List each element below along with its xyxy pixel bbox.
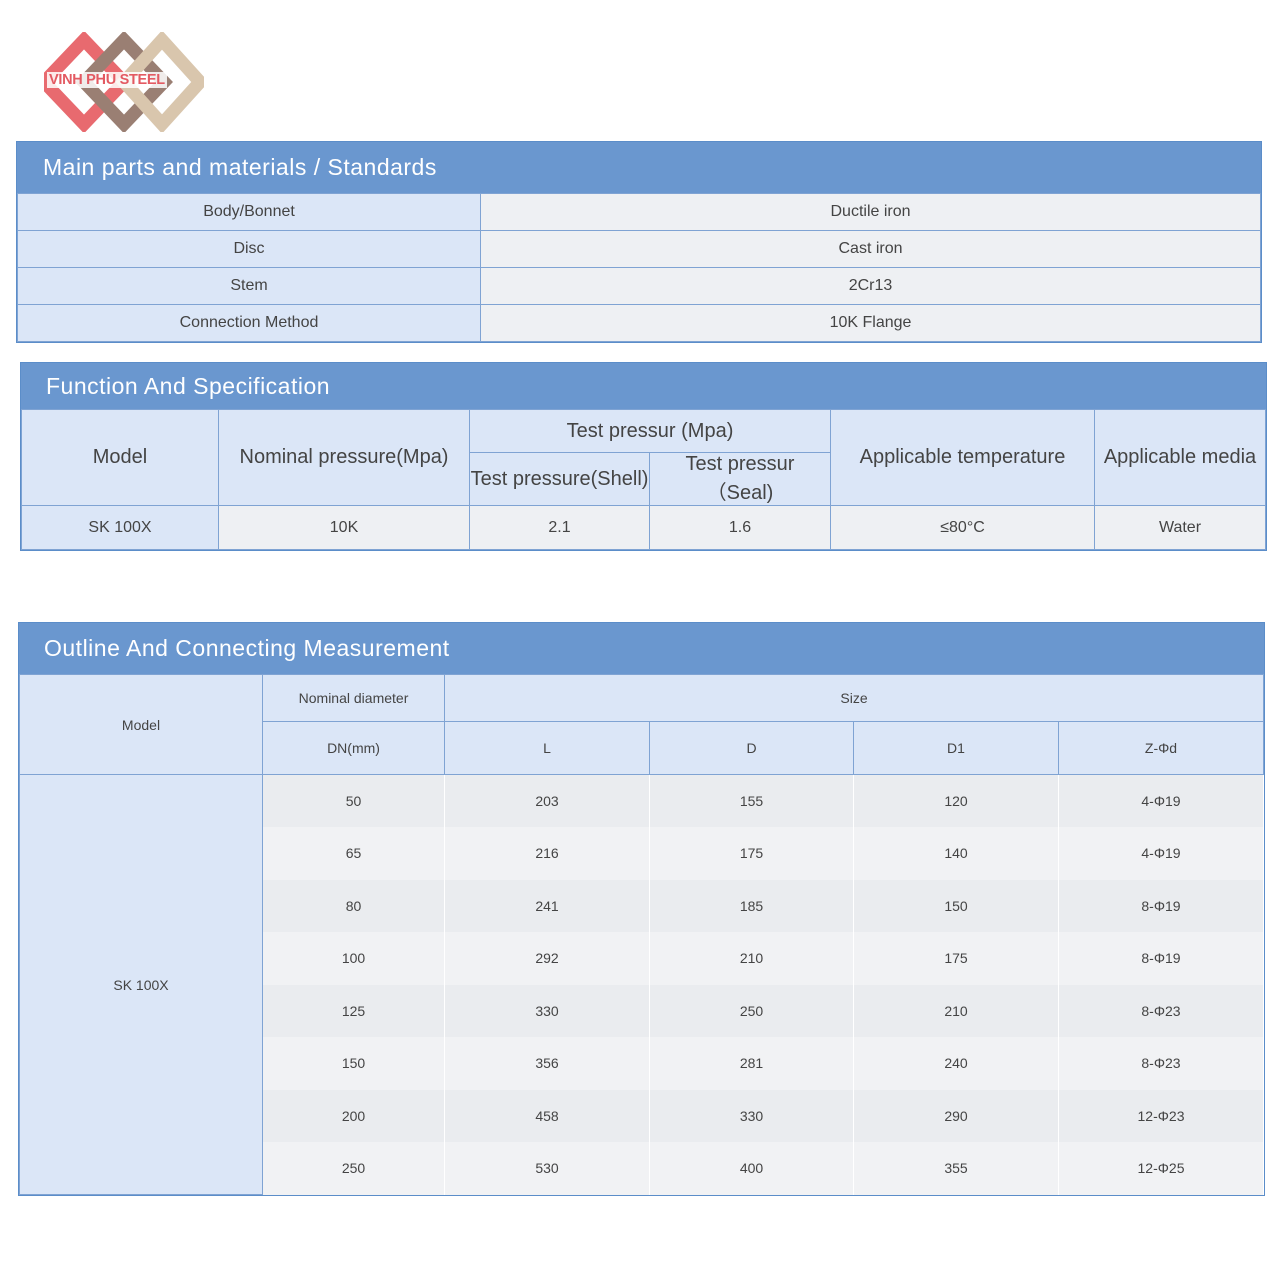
material-label: Connection Method: [17, 304, 481, 342]
cell-dn: 150: [262, 1037, 445, 1090]
cell-z: 4-Φ19: [1058, 827, 1264, 880]
table-row: 200 458 330 290 12-Φ23: [20, 1089, 1264, 1142]
table-row: 100 292 210 175 8-Φ19: [20, 932, 1264, 985]
cell-l: 330: [444, 984, 650, 1037]
cell-d: 175: [649, 827, 854, 880]
cell-dn: 125: [262, 984, 445, 1037]
header-size: Size: [444, 674, 1264, 722]
header-d: D: [649, 721, 854, 775]
cell-d1: 210: [853, 984, 1059, 1037]
cell-seal: 1.6: [649, 505, 831, 550]
table-row: Stem 2Cr13: [17, 267, 1261, 305]
cell-temperature: ≤80°C: [830, 505, 1095, 550]
function-table: Function And Specification Model Nominal…: [20, 362, 1267, 551]
cell-d: 185: [649, 879, 854, 932]
table-row: 65 216 175 140 4-Φ19: [20, 827, 1264, 880]
cell-l: 292: [444, 932, 650, 985]
header-model: Model: [21, 409, 219, 506]
material-label: Stem: [17, 267, 481, 305]
header-dn: DN(mm): [262, 721, 445, 775]
cell-l: 530: [444, 1142, 650, 1195]
cell-dn: 50: [262, 774, 445, 827]
material-label: Body/Bonnet: [17, 193, 481, 231]
header-l: L: [444, 721, 650, 775]
cell-d1: 355: [853, 1142, 1059, 1195]
table-row: Body/Bonnet Ductile iron: [17, 193, 1261, 231]
cell-d: 330: [649, 1089, 854, 1142]
cell-z: 4-Φ19: [1058, 774, 1264, 827]
cell-model: SK 100X: [19, 774, 263, 1195]
cell-d1: 150: [853, 879, 1059, 932]
cell-dn: 250: [262, 1142, 445, 1195]
header-media: Applicable media: [1094, 409, 1266, 506]
materials-title: Main parts and materials / Standards: [17, 142, 1261, 193]
cell-dn: 200: [262, 1089, 445, 1142]
cell-shell: 2.1: [469, 505, 650, 550]
cell-z: 8-Φ19: [1058, 879, 1264, 932]
cell-d: 250: [649, 984, 854, 1037]
logo: VINH PHU STEEL: [35, 30, 209, 134]
header-temperature: Applicable temperature: [830, 409, 1095, 506]
cell-d: 210: [649, 932, 854, 985]
cell-d1: 240: [853, 1037, 1059, 1090]
materials-table: Main parts and materials / Standards Bod…: [16, 141, 1262, 343]
cell-l: 203: [444, 774, 650, 827]
table-row: Connection Method 10K Flange: [17, 304, 1261, 342]
header-model: Model: [19, 674, 263, 775]
material-value: Cast iron: [480, 230, 1261, 268]
cell-d: 281: [649, 1037, 854, 1090]
cell-d1: 175: [853, 932, 1059, 985]
header-seal: Test pressur （Seal): [649, 452, 831, 506]
table-row: SK 100X 10K 2.1 1.6 ≤80°C Water: [21, 505, 1266, 550]
header-shell: Test pressure(Shell): [469, 452, 650, 506]
cell-z: 8-Φ23: [1058, 984, 1264, 1037]
header-test-pressure: Test pressur (Mpa): [469, 409, 831, 453]
cell-d: 400: [649, 1142, 854, 1195]
header-z: Z-Φd: [1058, 721, 1264, 775]
logo-diamonds-icon: [35, 30, 209, 134]
header-nominal-diameter: Nominal diameter: [262, 674, 445, 722]
cell-dn: 100: [262, 932, 445, 985]
material-value: Ductile iron: [480, 193, 1261, 231]
material-value: 2Cr13: [480, 267, 1261, 305]
cell-l: 216: [444, 827, 650, 880]
header-nominal-pressure: Nominal pressure(Mpa): [218, 409, 470, 506]
table-row: SK 100X 50 203 155 120 4-Φ19: [19, 774, 1264, 1195]
table-row: Disc Cast iron: [17, 230, 1261, 268]
outline-table: Outline And Connecting Measurement Model…: [18, 622, 1265, 1196]
function-title: Function And Specification: [21, 363, 1266, 409]
cell-z: 8-Φ19: [1058, 932, 1264, 985]
cell-dn: 65: [262, 827, 445, 880]
cell-nominal-pressure: 10K: [218, 505, 470, 550]
cell-d1: 290: [853, 1089, 1059, 1142]
table-row: 250 530 400 355 12-Φ25: [20, 1142, 1264, 1195]
logo-text: VINH PHU STEEL: [47, 72, 167, 88]
cell-model: SK 100X: [21, 505, 219, 550]
cell-l: 458: [444, 1089, 650, 1142]
cell-d: 155: [649, 774, 854, 827]
table-row: 150 356 281 240 8-Φ23: [20, 1037, 1264, 1090]
cell-z: 12-Φ25: [1058, 1142, 1264, 1195]
material-label: Disc: [17, 230, 481, 268]
outline-title: Outline And Connecting Measurement: [19, 623, 1264, 674]
table-row: 80 241 185 150 8-Φ19: [20, 879, 1264, 932]
cell-d1: 140: [853, 827, 1059, 880]
material-value: 10K Flange: [480, 304, 1261, 342]
cell-media: Water: [1094, 505, 1266, 550]
cell-l: 241: [444, 879, 650, 932]
cell-z: 12-Φ23: [1058, 1089, 1264, 1142]
table-row: 125 330 250 210 8-Φ23: [20, 984, 1264, 1037]
header-d1: D1: [853, 721, 1059, 775]
cell-z: 8-Φ23: [1058, 1037, 1264, 1090]
cell-d1: 120: [853, 774, 1059, 827]
cell-dn: 80: [262, 879, 445, 932]
cell-l: 356: [444, 1037, 650, 1090]
